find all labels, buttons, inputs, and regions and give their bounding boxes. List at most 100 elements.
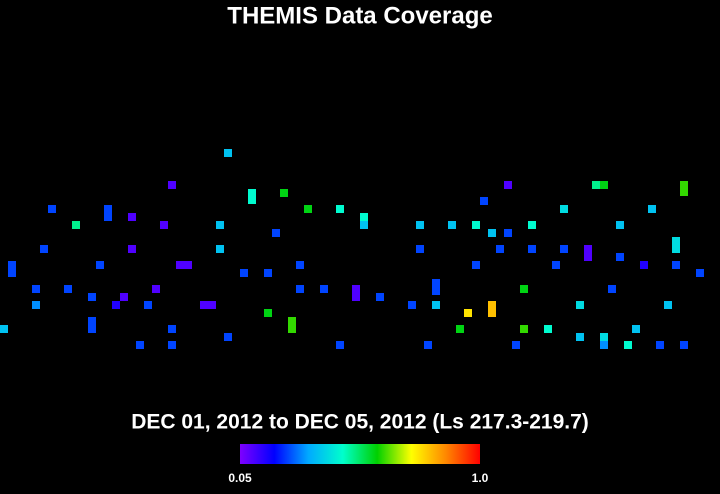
coverage-cell — [632, 325, 640, 333]
coverage-cell — [296, 261, 304, 269]
coverage-cell — [240, 269, 248, 277]
coverage-cell — [40, 245, 48, 253]
coverage-cell — [88, 293, 96, 301]
coverage-cell — [336, 341, 344, 349]
coverage-cell — [432, 287, 440, 295]
coverage-cell — [168, 181, 176, 189]
coverage-cell — [592, 181, 600, 189]
colorbar-tick-label: 0.05 — [228, 471, 252, 485]
coverage-cell — [0, 325, 8, 333]
coverage-cell — [360, 213, 368, 221]
coverage-cell — [480, 197, 488, 205]
coverage-cell — [576, 301, 584, 309]
coverage-cell — [672, 245, 680, 253]
coverage-cell — [144, 301, 152, 309]
coverage-cell — [528, 245, 536, 253]
coverage-cell — [88, 317, 96, 325]
coverage-cell — [624, 341, 632, 349]
coverage-cell — [408, 301, 416, 309]
coverage-cell — [680, 188, 688, 196]
coverage-cell — [208, 301, 216, 309]
coverage-cell — [464, 309, 472, 317]
coverage-cell — [224, 333, 232, 341]
coverage-cell — [600, 341, 608, 349]
coverage-cell — [112, 301, 120, 309]
coverage-cell — [336, 205, 344, 213]
coverage-cell — [560, 245, 568, 253]
coverage-cell — [504, 181, 512, 189]
coverage-cell — [472, 221, 480, 229]
coverage-cell — [528, 221, 536, 229]
coverage-cell — [544, 325, 552, 333]
coverage-cell — [376, 293, 384, 301]
coverage-cell — [64, 285, 72, 293]
coverage-cell — [216, 221, 224, 229]
coverage-cell — [304, 205, 312, 213]
coverage-cell — [424, 341, 432, 349]
coverage-cell — [448, 221, 456, 229]
coverage-cell — [320, 285, 328, 293]
coverage-cell — [288, 317, 296, 325]
coverage-cell — [200, 301, 208, 309]
coverage-cell — [264, 309, 272, 317]
coverage-cell — [456, 325, 464, 333]
coverage-cell — [616, 253, 624, 261]
coverage-cell — [472, 261, 480, 269]
coverage-cell — [264, 269, 272, 277]
coverage-cell — [488, 309, 496, 317]
coverage-cell — [504, 229, 512, 237]
coverage-cell — [168, 325, 176, 333]
coverage-cell — [664, 301, 672, 309]
coverage-cell — [520, 285, 528, 293]
coverage-cell — [8, 269, 16, 277]
coverage-cell — [672, 237, 680, 245]
coverage-cell — [520, 325, 528, 333]
coverage-cell — [600, 333, 608, 341]
coverage-cell — [608, 285, 616, 293]
coverage-cell — [360, 221, 368, 229]
coverage-cell — [184, 261, 192, 269]
coverage-cell — [176, 261, 184, 269]
coverage-cell — [696, 269, 704, 277]
coverage-cell — [680, 181, 688, 189]
coverage-cell — [272, 229, 280, 237]
coverage-cell — [248, 196, 256, 204]
coverage-cell — [88, 325, 96, 333]
coverage-cell — [576, 333, 584, 341]
coverage-cell — [352, 293, 360, 301]
coverage-cell — [512, 341, 520, 349]
coverage-cell — [168, 341, 176, 349]
coverage-cell — [160, 221, 168, 229]
coverage-cell — [432, 301, 440, 309]
coverage-cell — [552, 261, 560, 269]
coverage-cell — [560, 205, 568, 213]
coverage-cell — [104, 205, 112, 213]
coverage-cell — [680, 341, 688, 349]
chart-subtitle: DEC 01, 2012 to DEC 05, 2012 (Ls 217.3-2… — [131, 411, 589, 434]
coverage-cell — [120, 293, 128, 301]
coverage-cell — [32, 285, 40, 293]
coverage-cell — [488, 229, 496, 237]
colorbar-tick-label: 1.0 — [472, 471, 489, 485]
coverage-cell — [584, 253, 592, 261]
coverage-cell — [600, 181, 608, 189]
coverage-cell — [296, 285, 304, 293]
coverage-cell — [152, 285, 160, 293]
coverage-cell — [128, 245, 136, 253]
coverage-cell — [488, 301, 496, 309]
coverage-cell — [656, 341, 664, 349]
coverage-cell — [8, 261, 16, 269]
coverage-cell — [104, 213, 112, 221]
coverage-cell — [136, 341, 144, 349]
coverage-cell — [96, 261, 104, 269]
coverage-cell — [72, 221, 80, 229]
coverage-cell — [280, 189, 288, 197]
coverage-cell — [248, 189, 256, 197]
coverage-cell — [216, 245, 224, 253]
coverage-cell — [48, 205, 56, 213]
coverage-cell — [416, 221, 424, 229]
coverage-cell — [32, 301, 40, 309]
